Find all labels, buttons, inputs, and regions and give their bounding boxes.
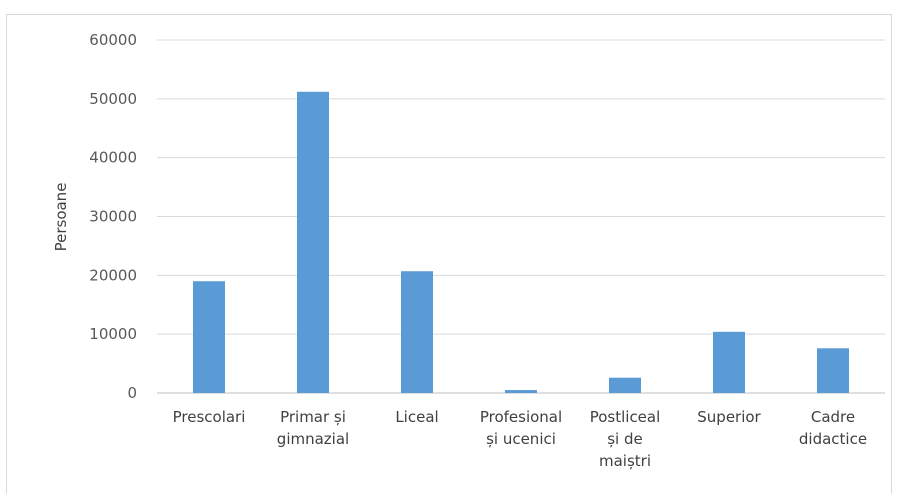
gridlines — [157, 39, 885, 394]
y-tick-label: 40000 — [89, 149, 137, 167]
x-category-label: Postliceal și de maiștri — [590, 408, 661, 470]
y-axis-ticks: 0 10000 20000 30000 40000 50000 60000 — [89, 31, 137, 402]
bar — [297, 91, 329, 394]
y-tick-label: 50000 — [89, 90, 137, 108]
x-category-label: Cadre didactice — [799, 408, 867, 448]
bar — [713, 331, 745, 393]
bar — [817, 348, 849, 393]
x-category-label: Liceal — [395, 408, 438, 426]
x-category-label: Profesional și ucenici — [480, 408, 562, 448]
bar — [609, 377, 641, 393]
bar — [505, 390, 537, 393]
x-category-label: Superior — [697, 408, 761, 426]
y-axis-label: Persoane — [52, 183, 70, 252]
bars — [193, 91, 849, 394]
bar — [193, 281, 225, 393]
x-category-label: Prescolari — [173, 408, 246, 426]
y-tick-label: 30000 — [89, 208, 137, 226]
y-tick-label: 0 — [127, 384, 137, 402]
chart-frame — [6, 14, 892, 494]
y-tick-label: 10000 — [89, 325, 137, 343]
y-tick-label: 20000 — [89, 266, 137, 284]
x-category-label: Primar și gimnazial — [277, 408, 349, 448]
bar — [401, 271, 433, 393]
x-axis-categories: Prescolari Primar și gimnazial Liceal Profes… — [173, 408, 867, 470]
y-tick-label: 60000 — [89, 31, 137, 49]
